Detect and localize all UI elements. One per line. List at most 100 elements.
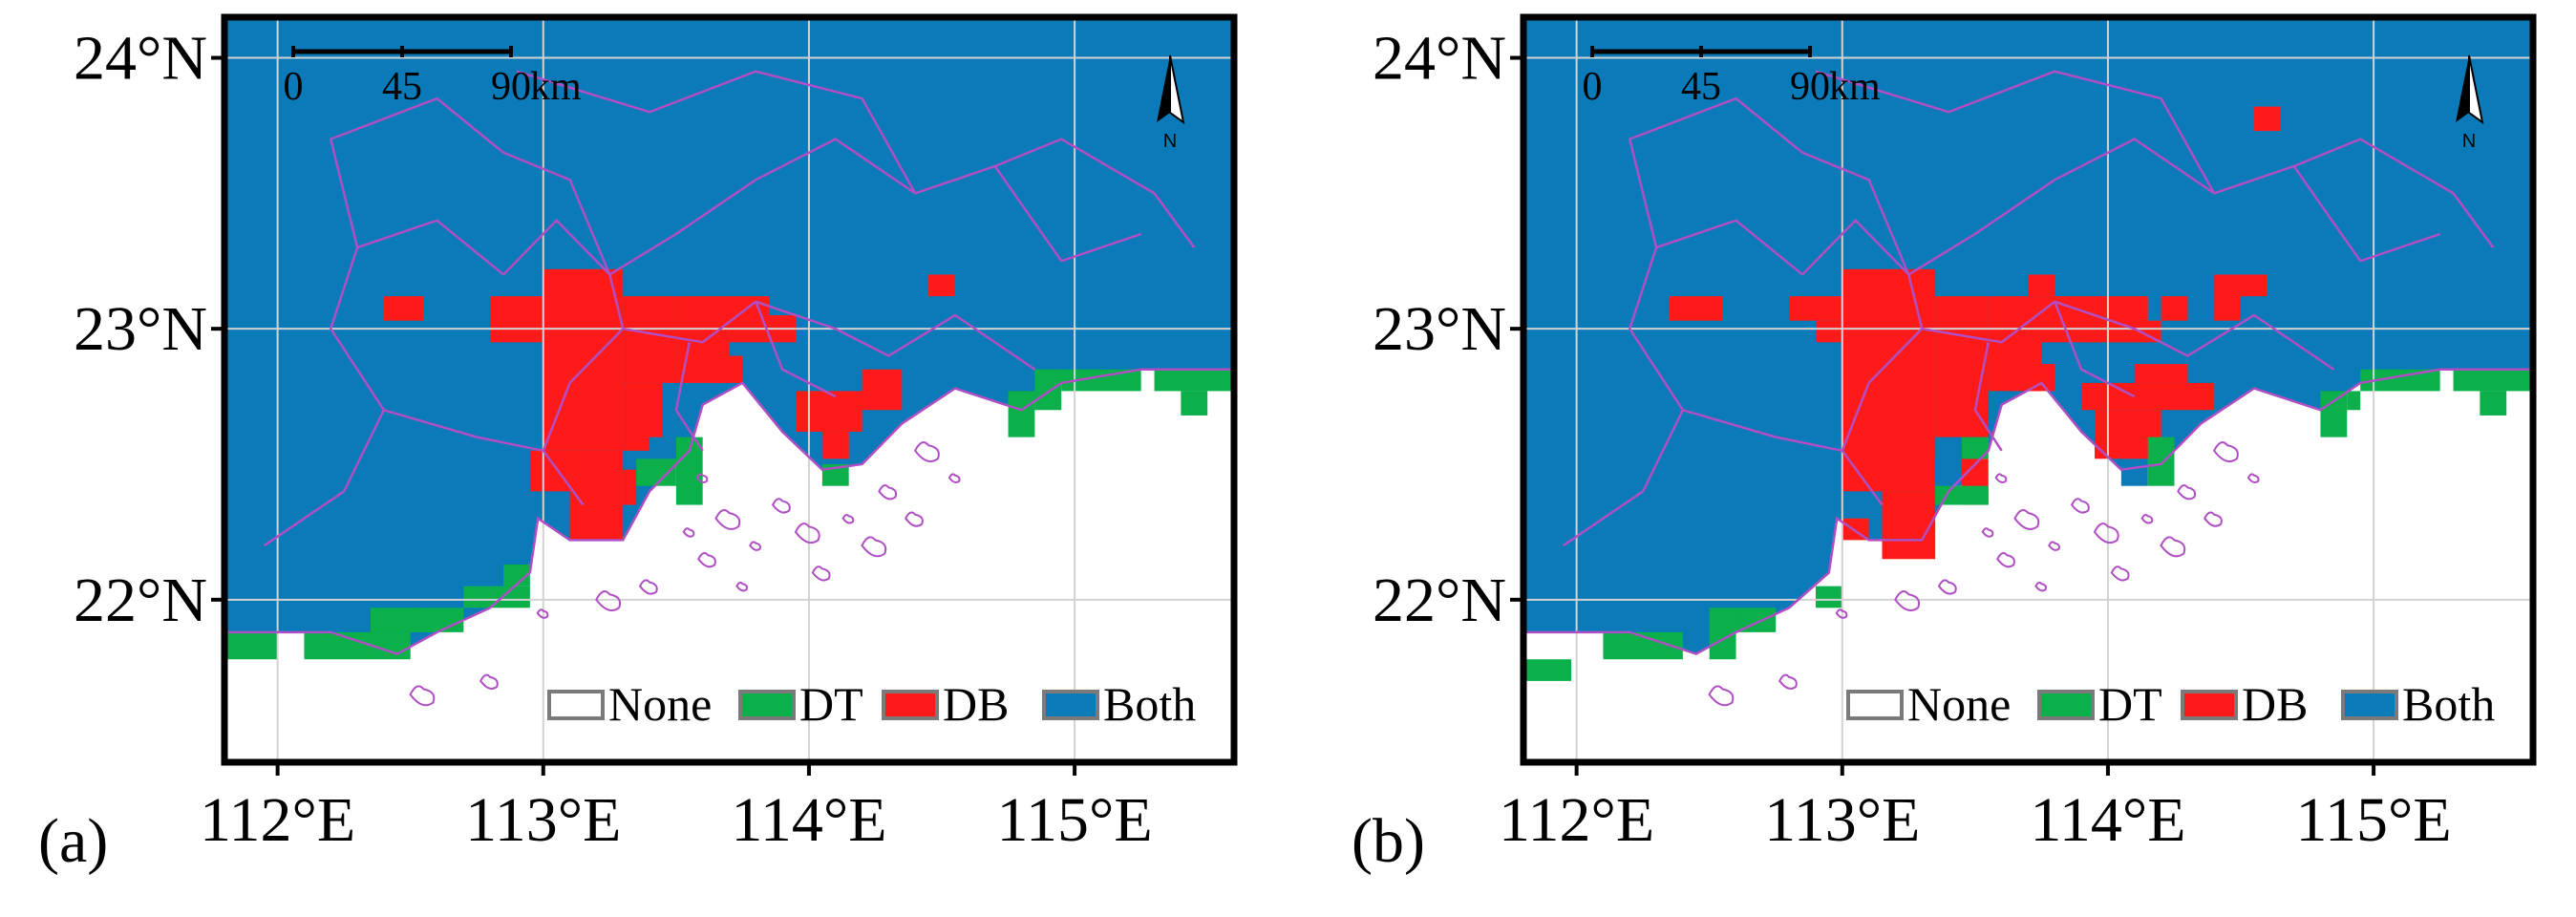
legend-swatch-none <box>547 690 605 720</box>
grid-cell-dt <box>410 608 464 632</box>
island-outline <box>2093 522 2119 544</box>
y-tick-label: 23°N <box>74 294 207 364</box>
island-outline <box>861 536 887 558</box>
grid-cell-db <box>1789 296 1842 321</box>
legend-label-dt: DT <box>799 677 863 731</box>
map-area <box>224 17 1234 762</box>
island-outline <box>749 541 761 551</box>
scale-bar: 0 45 90 km <box>284 46 582 109</box>
x-tick-label: 112°E <box>1499 785 1654 855</box>
grid-cell-db <box>2134 364 2188 383</box>
admin-boundary <box>1973 342 2003 452</box>
grid-cell-dt <box>2320 391 2348 437</box>
legend-swatch-none <box>1846 690 1904 720</box>
coastline <box>224 368 1234 655</box>
scale-bar-label: 90 <box>491 65 531 109</box>
admin-boundary <box>502 138 1142 277</box>
grid-cell-db <box>490 296 543 343</box>
island-outline <box>2013 508 2040 530</box>
grid-cell-dt <box>1008 391 1035 437</box>
coastline <box>1523 368 2533 655</box>
x-tick-label: 112°E <box>200 785 355 855</box>
island-outline <box>1835 608 1848 619</box>
legend-label-db: DB <box>943 677 1009 731</box>
island-outline <box>595 590 622 611</box>
legend-swatch-dt <box>2037 690 2095 720</box>
panel-label: (b) <box>1352 806 1425 876</box>
grid-cell-dt <box>1034 369 1062 411</box>
admin-boundary <box>383 409 585 506</box>
grid-cell-db <box>1669 296 1723 321</box>
scale-bar-label: 0 <box>1583 65 1603 109</box>
north-arrow-letter: N <box>1163 131 1177 152</box>
x-tick-label: 115°E <box>2295 785 2451 855</box>
y-tick-label: 24°N <box>1373 24 1506 94</box>
grid-cell-dt <box>1961 437 1989 459</box>
grid-cell-db <box>569 450 624 541</box>
island-outline <box>1894 590 1921 611</box>
admin-boundary <box>1801 138 2441 277</box>
admin-boundary <box>1628 96 1910 275</box>
grid-cell-dt <box>224 631 278 660</box>
island-outline <box>697 552 716 568</box>
map-area <box>1523 17 2533 762</box>
scale-bar: 0 45 90 km <box>1583 46 1881 109</box>
admin-boundary <box>2293 138 2495 248</box>
grid-cell-db <box>2081 382 2215 411</box>
island-outline <box>638 579 658 595</box>
scale-bar-label: 45 <box>382 65 422 109</box>
map-panel-a: 24°N 23°N 22°N 112°E 113°E 114°E 115°E (a) 0 45 90… <box>38 13 1238 876</box>
admin-boundary <box>264 219 504 547</box>
grid-cell-db <box>715 355 743 383</box>
grid-cell-dt <box>2453 369 2533 392</box>
grid-cell-dt <box>2360 369 2440 392</box>
admin-boundary <box>1563 219 1803 547</box>
island-outline <box>2212 441 2239 462</box>
legend-label-both: Both <box>2402 677 2495 731</box>
panel-label: (a) <box>38 806 108 876</box>
grid-cell-db <box>2161 296 2188 321</box>
island-outline <box>794 522 820 544</box>
island-outline <box>1981 527 1994 538</box>
map-frame <box>221 13 1238 766</box>
scale-bar-label: 45 <box>1681 65 1721 109</box>
island-outline <box>1937 579 1957 595</box>
island-outline <box>735 581 749 592</box>
grid-cell-db <box>2214 274 2242 321</box>
y-tick-label: 22°N <box>74 565 207 635</box>
legend: None DT DB Both <box>1846 677 2495 731</box>
admin-boundary <box>1922 300 2335 371</box>
scale-bar-unit: km <box>1829 65 1881 109</box>
y-tick-label: 24°N <box>74 24 207 94</box>
y-tick-label: 22°N <box>1373 565 1506 635</box>
map-frame <box>1520 13 2537 766</box>
grid-cell-dt <box>463 586 530 608</box>
north-arrow-right <box>1169 54 1185 125</box>
island-outline <box>878 484 898 501</box>
grid-cell-dt <box>304 631 411 660</box>
grid-cell-db <box>821 431 849 459</box>
island-outline <box>2070 498 2090 514</box>
x-tick-label: 113°E <box>465 785 621 855</box>
grid-cell-db <box>1815 320 1842 343</box>
legend-swatch-db <box>882 690 939 720</box>
island-outline <box>2034 581 2048 592</box>
island-outline <box>1708 685 1735 707</box>
grid-cell-db <box>1842 268 1936 492</box>
x-tick-label: 115°E <box>996 785 1152 855</box>
legend-swatch-db <box>2181 690 2238 720</box>
admin-boundary <box>674 342 704 452</box>
admin-boundary <box>1815 70 2216 194</box>
island-outline <box>947 473 961 483</box>
grid-cell-db <box>2081 320 2161 343</box>
legend-label-db: DB <box>2242 677 2308 731</box>
island-outline <box>1994 473 2008 483</box>
x-tick-label: 114°E <box>2030 785 2185 855</box>
admin-boundary <box>542 274 625 452</box>
island-outline <box>682 527 695 538</box>
grid-cell-db <box>862 369 903 411</box>
island-outline <box>536 608 549 619</box>
island-outline <box>841 513 855 524</box>
legend-label-none: None <box>1907 677 2011 731</box>
